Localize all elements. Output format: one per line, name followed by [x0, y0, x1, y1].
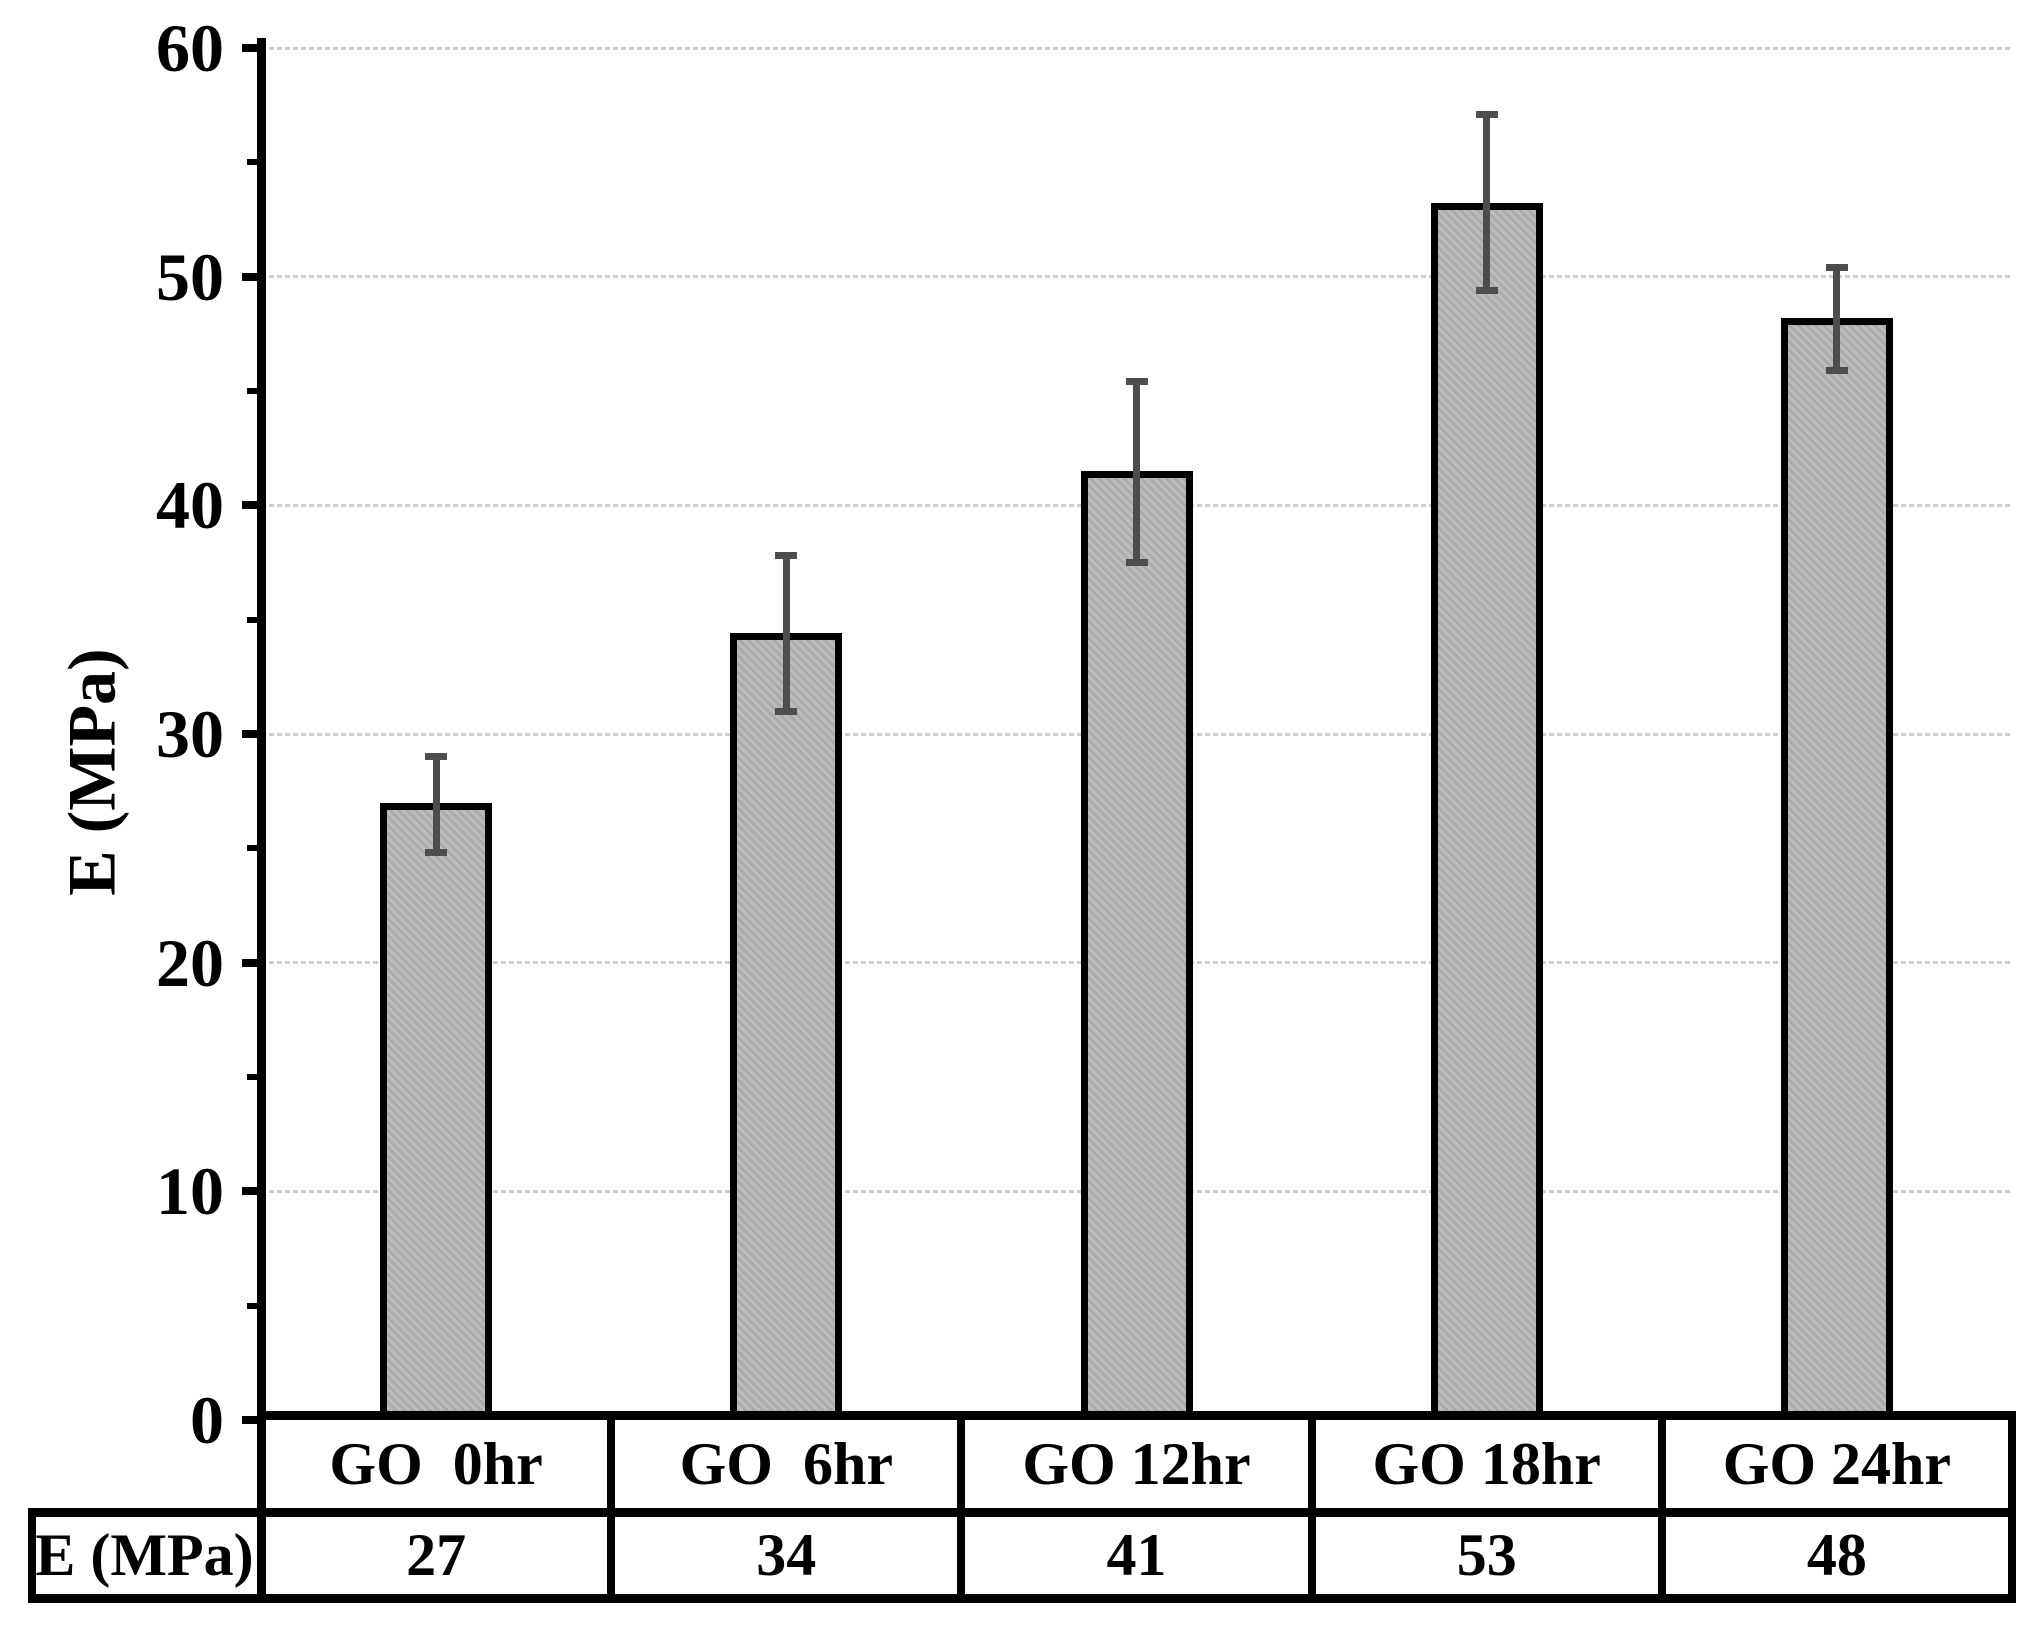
error-bar-line-3 — [1133, 381, 1140, 563]
table-vertical-border-5 — [2008, 1411, 2016, 1603]
major-tick-60 — [242, 44, 261, 52]
category-cell-1: GO 0hr — [329, 1431, 543, 1497]
gridline-60 — [261, 46, 2012, 50]
error-bar-bottom-cap-2 — [775, 707, 798, 715]
major-tick-40 — [242, 501, 261, 510]
error-bar-bottom-cap-4 — [1475, 286, 1498, 294]
error-bar-line-2 — [782, 555, 790, 712]
bar-3 — [1080, 471, 1193, 1416]
value-row-header: E (MPa) — [35, 1522, 254, 1588]
error-bar-line-4 — [1483, 114, 1491, 291]
major-tick-30 — [242, 730, 261, 738]
ytick-label-30: 30 — [156, 696, 224, 772]
major-tick-0 — [242, 1416, 261, 1424]
ytick-label-50: 50 — [156, 238, 224, 315]
x-axis-line — [257, 1411, 2016, 1420]
table-vertical-border-1 — [607, 1411, 616, 1603]
ytick-label-0: 0 — [190, 1382, 224, 1458]
major-tick-20 — [242, 958, 261, 967]
value-cell-3: 41 — [1106, 1522, 1167, 1588]
category-cell-3: GO 12hr — [1022, 1431, 1251, 1497]
ytick-label-10: 10 — [156, 1153, 224, 1230]
error-bar-bottom-cap-3 — [1125, 559, 1148, 566]
table-vertical-border-4 — [1657, 1411, 1666, 1603]
error-bar-line-1 — [432, 756, 440, 853]
ytick-label-60: 60 — [156, 10, 224, 86]
minor-tick-35 — [247, 616, 261, 623]
value-cell-2: 34 — [756, 1522, 817, 1588]
ytick-label-40: 40 — [156, 467, 224, 544]
minor-tick-15 — [247, 1074, 261, 1080]
value-cell-4: 53 — [1456, 1522, 1517, 1588]
y-axis-line — [257, 38, 266, 1603]
category-cell-4: GO 18hr — [1372, 1431, 1601, 1497]
error-bar-top-cap-1 — [425, 753, 448, 761]
ytick-label-20: 20 — [156, 924, 224, 1001]
minor-tick-5 — [247, 1302, 261, 1309]
minor-tick-55 — [247, 159, 261, 166]
gridline-50 — [261, 275, 2012, 279]
value-cell-5: 48 — [1806, 1522, 1867, 1588]
value-cell-1: 27 — [406, 1522, 467, 1588]
minor-tick-25 — [247, 845, 261, 852]
value-row-header-left-border — [28, 1508, 36, 1603]
error-bar-top-cap-3 — [1125, 378, 1148, 386]
table-vertical-border-3 — [1307, 1411, 1316, 1603]
table-bottom-border — [28, 1594, 2016, 1603]
error-bar-top-cap-2 — [775, 552, 798, 560]
error-bar-bottom-cap-1 — [425, 849, 448, 857]
bar-2 — [730, 633, 843, 1416]
error-bar-top-cap-5 — [1825, 264, 1848, 272]
major-tick-10 — [242, 1187, 261, 1196]
error-bar-line-5 — [1833, 267, 1841, 371]
bar-1 — [380, 802, 493, 1416]
y-axis-title: E (MPa) — [53, 648, 130, 896]
error-bar-bottom-cap-5 — [1825, 366, 1848, 374]
major-tick-50 — [242, 272, 261, 281]
table-vertical-border-2 — [957, 1411, 966, 1603]
table-row-separator — [28, 1508, 2016, 1517]
error-bar-top-cap-4 — [1475, 110, 1498, 118]
minor-tick-45 — [247, 388, 261, 394]
category-cell-5: GO 24hr — [1722, 1431, 1952, 1497]
category-cell-2: GO 6hr — [679, 1431, 893, 1497]
bar-5 — [1780, 317, 1893, 1416]
bar-4 — [1430, 203, 1543, 1416]
